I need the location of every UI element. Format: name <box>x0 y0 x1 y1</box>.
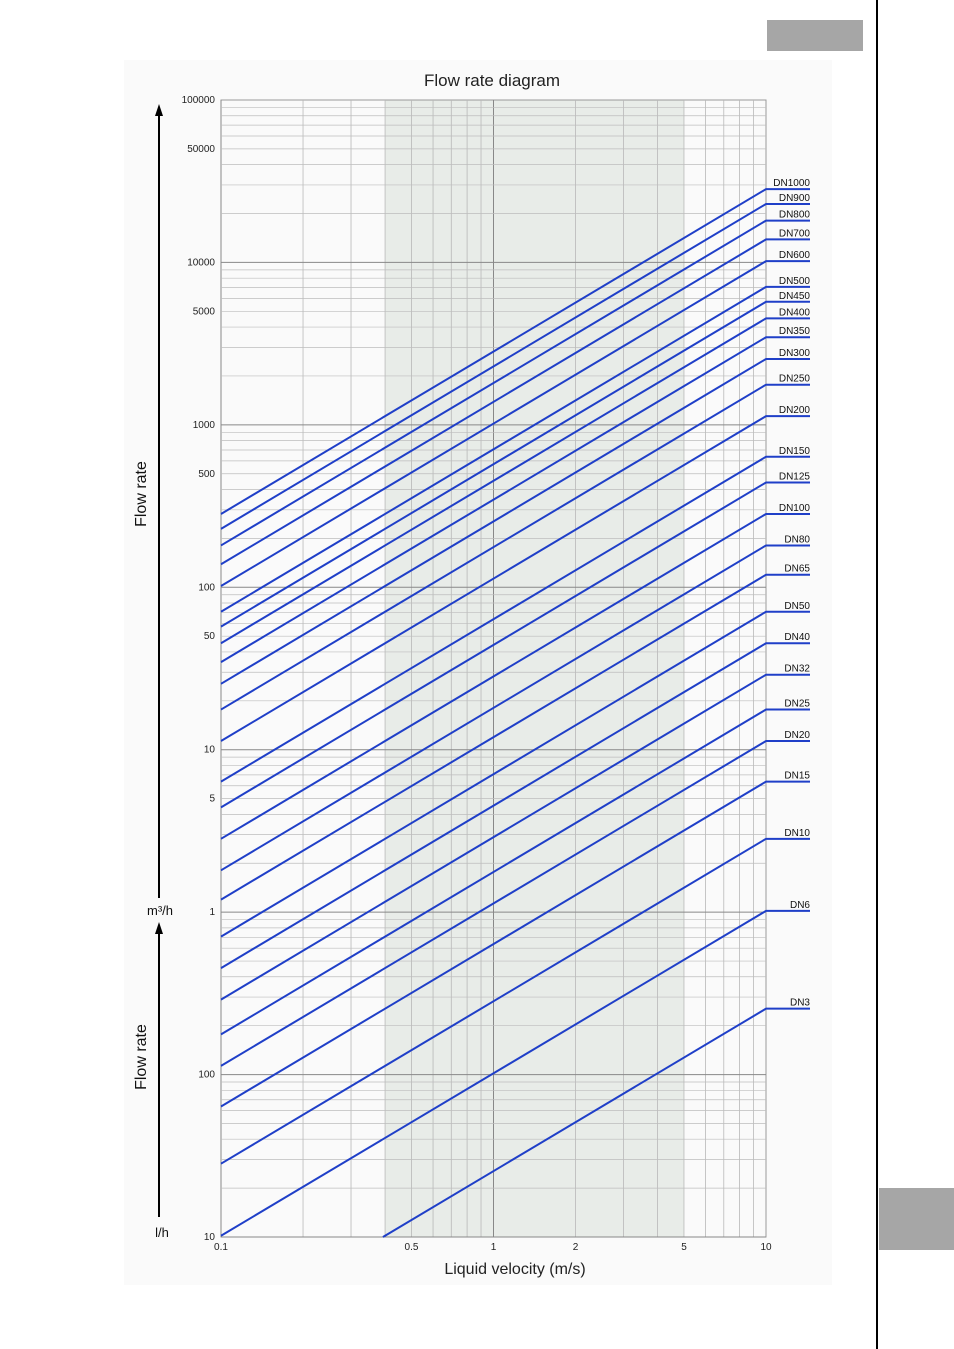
y-tick-label: 10000 <box>187 257 215 268</box>
series-line-dn25 <box>220 708 810 1036</box>
series-line-dn400 <box>220 317 810 645</box>
x-tick-label: 10 <box>760 1242 772 1253</box>
series-line-dn600 <box>220 260 810 587</box>
x-tick-label: 0.5 <box>405 1242 419 1253</box>
chart-title: Flow rate diagram <box>424 71 560 90</box>
series-line-dn100 <box>220 512 810 840</box>
series-line-dn350 <box>220 336 810 663</box>
series-line-dn250 <box>220 383 810 711</box>
series-label: DN6 <box>790 900 810 911</box>
series-label: DN80 <box>784 534 810 545</box>
series-line-dn150 <box>220 455 810 783</box>
series-line-dn3 <box>382 1007 810 1238</box>
series-label: DN350 <box>779 326 811 337</box>
series-label: DN125 <box>779 471 811 482</box>
series-label: DN65 <box>784 564 810 575</box>
series-line-dn1000 <box>220 188 810 515</box>
series-line-dn700 <box>220 238 810 566</box>
y-tick-label: 50000 <box>187 144 215 155</box>
series-label: DN15 <box>784 771 810 782</box>
series-line-dn80 <box>220 544 810 872</box>
y-tick-label: 10 <box>204 1232 216 1243</box>
series-label: DN150 <box>779 446 811 457</box>
y-tick-label: 50 <box>204 631 216 642</box>
x-axis-label: Liquid velocity (m/s) <box>444 1261 585 1278</box>
series-line-dn300 <box>220 357 810 685</box>
y-tick-label: 1 <box>209 907 215 918</box>
series-label: DN500 <box>779 276 811 287</box>
x-tick-label: 2 <box>573 1242 579 1253</box>
unit-upper: m³/h <box>147 903 173 918</box>
series-line-dn500 <box>220 285 810 613</box>
x-tick-label: 5 <box>681 1242 687 1253</box>
series-label: DN300 <box>779 348 811 359</box>
y-tick-label: 100000 <box>182 95 216 106</box>
y-tick-label: 10 <box>204 745 216 756</box>
series-label: DN50 <box>784 601 810 612</box>
series-label: DN250 <box>779 374 811 385</box>
section-tab-top <box>767 20 863 51</box>
series-line-dn50 <box>220 610 810 938</box>
series-label: DN800 <box>779 210 811 221</box>
series-line-dn40 <box>220 642 810 969</box>
y-axis-label-upper: Flow rate <box>133 461 150 527</box>
series-label: DN3 <box>790 998 810 1009</box>
series-line-dn6 <box>220 909 810 1237</box>
series-line-dn20 <box>220 740 810 1067</box>
series-line-dn450 <box>220 300 810 628</box>
y-tick-label: 1000 <box>193 420 216 431</box>
y-tick-label: 500 <box>198 469 215 480</box>
arrowhead-lower-icon <box>155 922 163 934</box>
series-label: DN25 <box>784 699 810 710</box>
series-label: DN450 <box>779 291 811 302</box>
series-line-dn900 <box>220 202 810 530</box>
series-label: DN200 <box>779 405 811 416</box>
arrowhead-upper-icon <box>155 104 163 116</box>
y-tick-label: 100 <box>198 1070 215 1081</box>
series-label: DN600 <box>779 250 811 261</box>
y-axis-label-lower: Flow rate <box>133 1024 150 1090</box>
page-border-rule <box>876 0 878 1349</box>
series-line-dn200 <box>220 415 810 742</box>
series-label: DN700 <box>779 228 811 239</box>
series-line-dn65 <box>220 573 810 901</box>
series-label: DN20 <box>784 730 810 741</box>
y-tick-label: 5 <box>209 794 215 805</box>
y-tick-label: 100 <box>198 582 215 593</box>
series-label: DN1000 <box>773 178 810 189</box>
x-tick-label: 0.1 <box>214 1242 228 1253</box>
series-label: DN100 <box>779 503 811 514</box>
series-label: DN900 <box>779 193 811 204</box>
unit-lower: l/h <box>155 1225 169 1240</box>
series-line-dn125 <box>220 481 810 809</box>
series-label: DN32 <box>784 664 810 675</box>
series-label: DN10 <box>784 828 810 839</box>
section-tab-side <box>879 1188 954 1250</box>
series-line-dn32 <box>220 673 810 1001</box>
shaded-velocity-band <box>385 100 684 1237</box>
series-label: DN400 <box>779 307 811 318</box>
series-label: DN40 <box>784 632 810 643</box>
series-line-dn800 <box>220 219 810 547</box>
series-line-dn10 <box>220 837 810 1165</box>
series-line-dn15 <box>220 780 810 1108</box>
x-tick-label: 1 <box>491 1242 497 1253</box>
y-tick-label: 5000 <box>193 306 216 317</box>
